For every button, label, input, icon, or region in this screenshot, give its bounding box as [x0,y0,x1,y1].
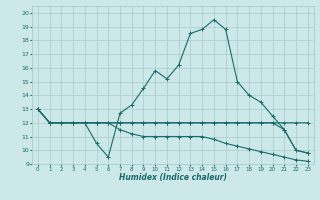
X-axis label: Humidex (Indice chaleur): Humidex (Indice chaleur) [119,173,227,182]
